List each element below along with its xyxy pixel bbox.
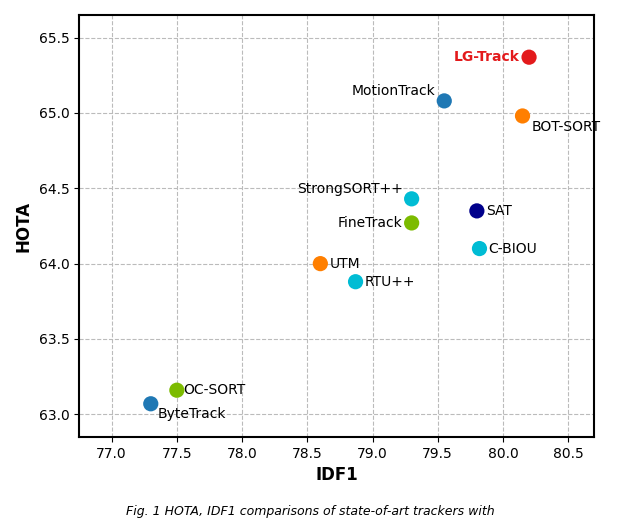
Text: Fig. 1 HOTA, IDF1 comparisons of state-of-art trackers with: Fig. 1 HOTA, IDF1 comparisons of state-o… xyxy=(126,505,494,518)
Point xyxy=(316,259,326,268)
Text: ByteTrack: ByteTrack xyxy=(157,407,226,421)
Text: StrongSORT++: StrongSORT++ xyxy=(296,182,402,196)
Text: C-BIOU: C-BIOU xyxy=(489,242,538,255)
Point xyxy=(440,97,450,105)
Point xyxy=(146,399,156,408)
Text: FineTrack: FineTrack xyxy=(338,216,402,230)
Text: OC-SORT: OC-SORT xyxy=(184,383,246,397)
Text: SAT: SAT xyxy=(486,204,512,218)
Text: MotionTrack: MotionTrack xyxy=(352,84,435,98)
Point xyxy=(407,194,417,203)
Point xyxy=(350,278,360,286)
Point xyxy=(472,207,482,215)
Point xyxy=(407,219,417,227)
Text: LG-Track: LG-Track xyxy=(454,50,520,64)
Text: RTU++: RTU++ xyxy=(365,275,415,289)
Point xyxy=(172,386,182,394)
Point xyxy=(474,244,484,253)
X-axis label: IDF1: IDF1 xyxy=(316,466,358,484)
Point xyxy=(524,53,534,61)
Text: UTM: UTM xyxy=(329,257,360,270)
Y-axis label: HOTA: HOTA xyxy=(15,200,33,252)
Text: BOT-SORT: BOT-SORT xyxy=(532,121,601,135)
Point xyxy=(518,112,528,120)
